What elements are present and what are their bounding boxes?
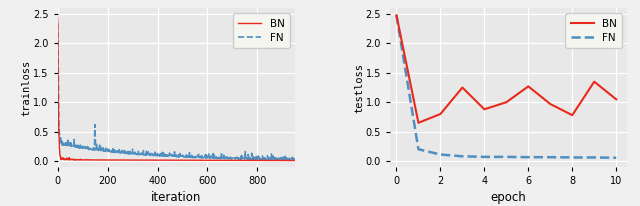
BN [458, 86, 466, 89]
Legend: BN, FN: BN, FN [233, 13, 290, 48]
BN [255, 159, 263, 162]
FN [232, 158, 239, 160]
BN [54, 16, 61, 18]
BN [481, 108, 488, 111]
BN [502, 101, 510, 103]
BN [159, 159, 166, 162]
Line: BN: BN [58, 17, 294, 160]
FN [481, 156, 488, 158]
FN [568, 156, 576, 159]
BN [590, 80, 598, 83]
FN [502, 156, 510, 158]
X-axis label: epoch: epoch [491, 191, 527, 204]
X-axis label: iteration: iteration [151, 191, 202, 204]
BN [104, 159, 111, 161]
BN [436, 113, 444, 115]
BN [524, 85, 532, 88]
FN [159, 151, 166, 153]
FN [392, 14, 400, 16]
FN [291, 159, 298, 161]
FN [415, 148, 422, 150]
Line: BN: BN [396, 15, 616, 123]
BN [392, 14, 400, 16]
FN [257, 157, 264, 160]
BN [108, 159, 116, 161]
FN [458, 155, 466, 158]
Y-axis label: testloss: testloss [354, 63, 364, 112]
FN [108, 151, 116, 153]
FN [436, 153, 444, 156]
BN [568, 114, 576, 116]
BN [257, 159, 264, 162]
BN [232, 159, 239, 162]
Line: FN: FN [58, 23, 294, 160]
BN [291, 159, 298, 162]
FN [547, 156, 554, 158]
FN [590, 156, 598, 159]
Legend: BN, FN: BN, FN [566, 13, 622, 48]
FN [290, 159, 298, 161]
Y-axis label: trainloss: trainloss [22, 59, 32, 116]
FN [255, 156, 263, 158]
FN [524, 156, 532, 158]
Line: FN: FN [396, 15, 616, 158]
FN [54, 22, 61, 24]
BN [415, 122, 422, 124]
BN [547, 103, 554, 105]
FN [104, 150, 111, 152]
BN [612, 98, 620, 101]
FN [612, 157, 620, 159]
